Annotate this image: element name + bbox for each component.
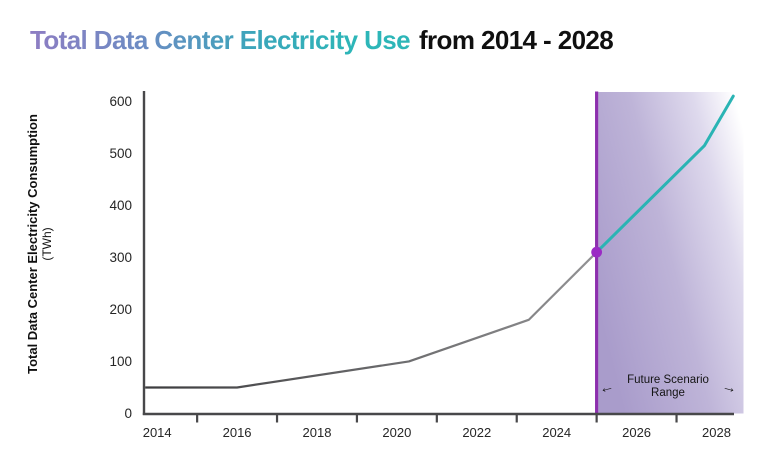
historical-line xyxy=(145,251,598,389)
chart-title-range: from 2014 - 2028 xyxy=(418,25,614,55)
marker-dot xyxy=(591,246,603,258)
chart-title: Total Data Center Electricity Use from 20… xyxy=(30,25,614,56)
future-annotation-text: Future Scenario Range xyxy=(627,374,709,400)
y-tick-label: 100 xyxy=(109,354,132,369)
x-tick-label: 2020 xyxy=(382,425,411,440)
x-axis-labels: 2014 2016 2018 2020 2022 2024 2026 2028 xyxy=(143,425,731,440)
axes xyxy=(142,91,734,416)
left-arrow-icon: ← xyxy=(597,376,616,398)
y-tick-label: 500 xyxy=(109,146,132,161)
future-annotation-line2: Range xyxy=(651,387,685,399)
x-tick-label: 2028 xyxy=(702,425,731,440)
y-tick-label: 400 xyxy=(109,198,132,213)
y-tick-label: 300 xyxy=(109,250,132,265)
future-region xyxy=(598,92,744,414)
x-tick-label: 2026 xyxy=(622,425,651,440)
x-axis-ticks xyxy=(196,415,678,423)
y-tick-label: 600 xyxy=(109,94,132,109)
future-annotation-line1: Future Scenario xyxy=(627,373,709,386)
future-region-shade xyxy=(598,92,744,414)
y-tick-label: 200 xyxy=(109,302,132,317)
y-tick-label: 0 xyxy=(124,406,132,421)
projection-line xyxy=(595,94,735,254)
current-value-marker xyxy=(591,246,603,258)
chart-title-highlight: Total Data Center Electricity Use xyxy=(30,25,411,55)
x-tick-label: 2016 xyxy=(223,425,252,440)
projection-series-line xyxy=(595,94,735,254)
future-scenario-annotation: ← Future Scenario Range → xyxy=(597,372,739,402)
x-tick-label: 2018 xyxy=(303,425,332,440)
y-axis-labels: 0 100 200 300 400 500 600 xyxy=(109,94,132,421)
x-tick-label: 2022 xyxy=(462,425,491,440)
x-tick-label: 2024 xyxy=(542,425,571,440)
historical-series-line xyxy=(145,251,598,389)
x-tick-label: 2014 xyxy=(143,425,172,440)
right-arrow-icon: → xyxy=(720,376,739,398)
